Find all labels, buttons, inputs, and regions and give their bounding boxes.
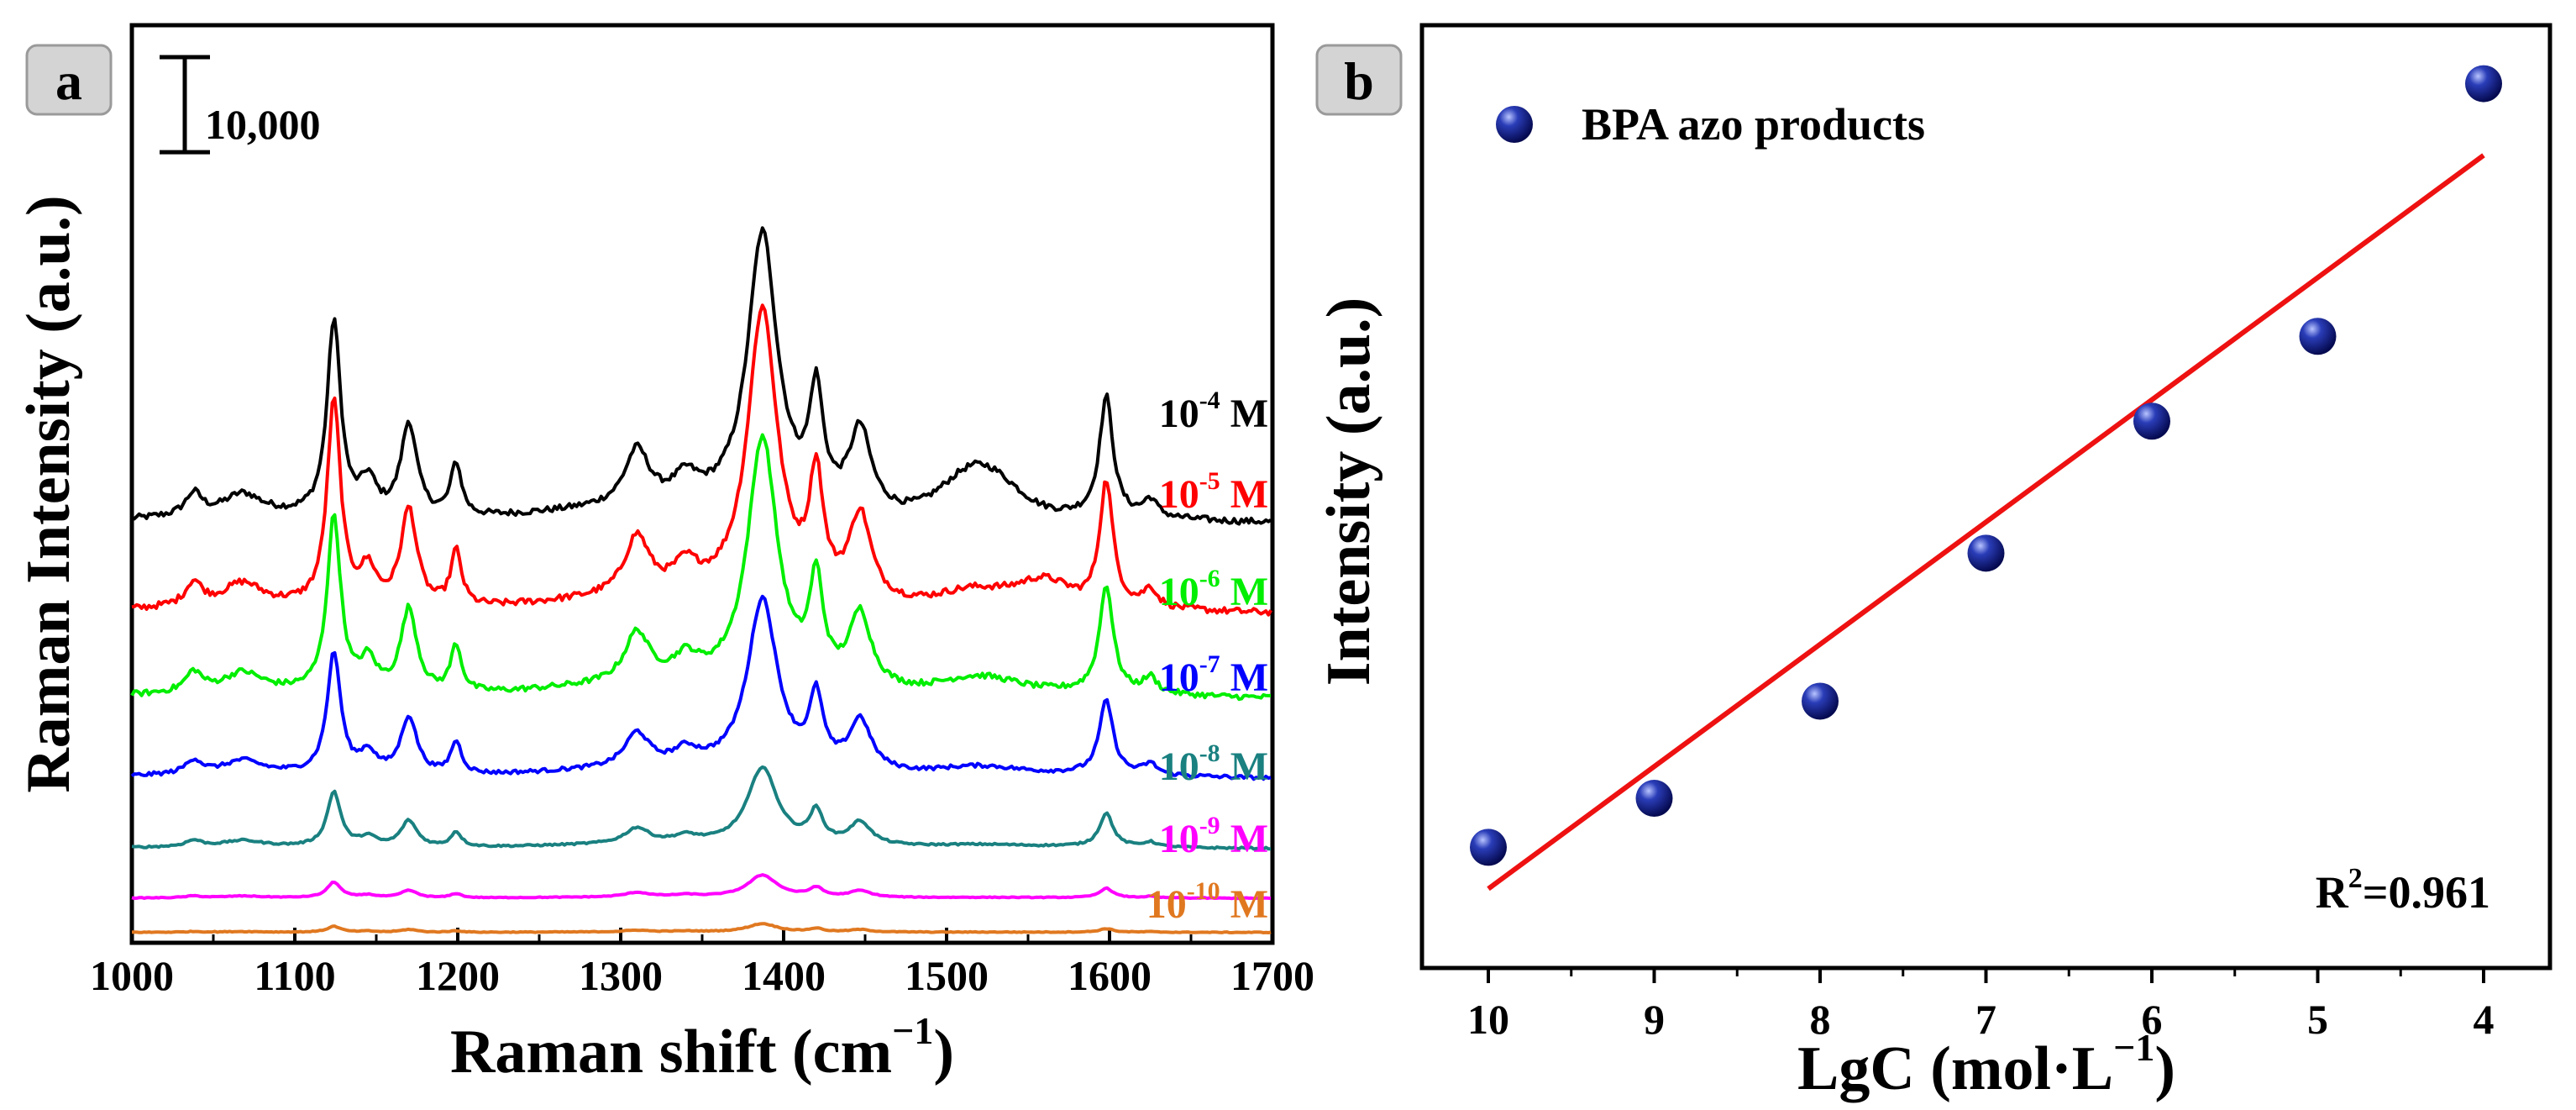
panel-a-label: a <box>55 51 82 111</box>
panel-a-x-tick-label: 1700 <box>1230 952 1314 999</box>
panel-b-label-box <box>1315 44 1403 116</box>
series-label: 10-4 M <box>1159 387 1268 436</box>
data-point <box>2133 402 2170 440</box>
panel-b-label: b <box>1344 51 1374 111</box>
data-point <box>1470 829 1507 866</box>
series-label: 10-6 M <box>1159 565 1268 614</box>
spectrum-line <box>131 873 1272 901</box>
panel-b-x-tick-label: 5 <box>2307 996 2328 1043</box>
panel-a-x-ticks: 1000 1100 1200 1300 1400 1500 1600 1700 <box>90 928 1314 999</box>
panel-b-x-tick-label: 10 <box>1467 996 1509 1043</box>
data-point <box>1635 780 1673 818</box>
data-point <box>2299 318 2337 355</box>
panel-a-x-axis-label: Raman shift (cm−1) <box>450 1009 954 1086</box>
panel-a: a 1000 1100 1200 1300 1400 1500 1600 1700 10-4 … <box>14 23 1314 1086</box>
panel-b-points <box>1470 65 2502 866</box>
panel-a-frame <box>129 23 1275 945</box>
series-label: 10-9 M <box>1159 812 1268 861</box>
panel-a-x-tick-label: 1600 <box>1068 952 1152 999</box>
panel-b-x-tick-label: 6 <box>2142 996 2163 1043</box>
legend-label: BPA azo products <box>1582 99 1925 150</box>
panel-a-series-labels: 10-4 M 10-5 M 10-6 M 10-7 M 10-8 M 10-9 M 10-1… <box>1146 387 1268 927</box>
panel-b-x-tick-label: 4 <box>2474 996 2495 1043</box>
legend-marker <box>1496 106 1533 143</box>
panel-a-x-tick-label: 1500 <box>905 952 989 999</box>
series-label: 10-7 M <box>1159 650 1268 700</box>
panel-b-x-tick-label: 8 <box>1810 996 1831 1043</box>
panel-b: b 10 9 8 7 6 5 4 BPA azo products R2=0.961 Int… <box>1314 23 2552 1103</box>
panel-a-x-tick-label: 1200 <box>416 952 500 999</box>
fit-line <box>1487 153 2485 892</box>
panel-a-label-box <box>25 44 113 116</box>
spectrum-line <box>130 594 1272 781</box>
panel-a-y-axis-label: Raman Intensity (a.u.) <box>14 195 83 792</box>
spectrum-line <box>131 922 1272 934</box>
panel-a-x-tick-label: 1000 <box>90 952 174 999</box>
scale-bar: 10,000 <box>160 55 321 155</box>
panel-a-x-tick-label: 1300 <box>579 952 663 999</box>
panel-b-frame <box>1419 23 2552 971</box>
panel-a-spectra <box>130 226 1272 934</box>
spectrum-line <box>130 226 1272 526</box>
panel-b-fit-line <box>1487 153 2485 892</box>
data-point <box>2465 65 2502 103</box>
panel-b-x-tick-label: 9 <box>1644 996 1665 1043</box>
spectrum-line <box>130 433 1272 702</box>
r-squared-annotation: R2=0.961 <box>2316 863 2490 918</box>
panel-b-x-ticks: 10 9 8 7 6 5 4 <box>1467 968 2495 1043</box>
panel-b-x-axis-label: LgC (mol·L−1) <box>1797 1026 2175 1103</box>
panel-b-x-tick-label: 7 <box>1975 996 1996 1043</box>
panel-a-x-tick-label: 1100 <box>254 952 335 999</box>
series-label: 10-10 M <box>1146 877 1268 927</box>
spectrum-line <box>131 765 1272 851</box>
scale-bar-label: 10,000 <box>205 101 321 148</box>
data-point <box>1802 682 1839 720</box>
spectrum-line <box>131 303 1272 617</box>
panel-a-x-tick-label: 1400 <box>742 952 826 999</box>
series-label: 10-5 M <box>1159 467 1268 517</box>
data-point <box>1967 534 2005 572</box>
panel-b-y-axis-label: Intensity (a.u.) <box>1314 297 1383 687</box>
series-label: 10-8 M <box>1159 739 1268 789</box>
